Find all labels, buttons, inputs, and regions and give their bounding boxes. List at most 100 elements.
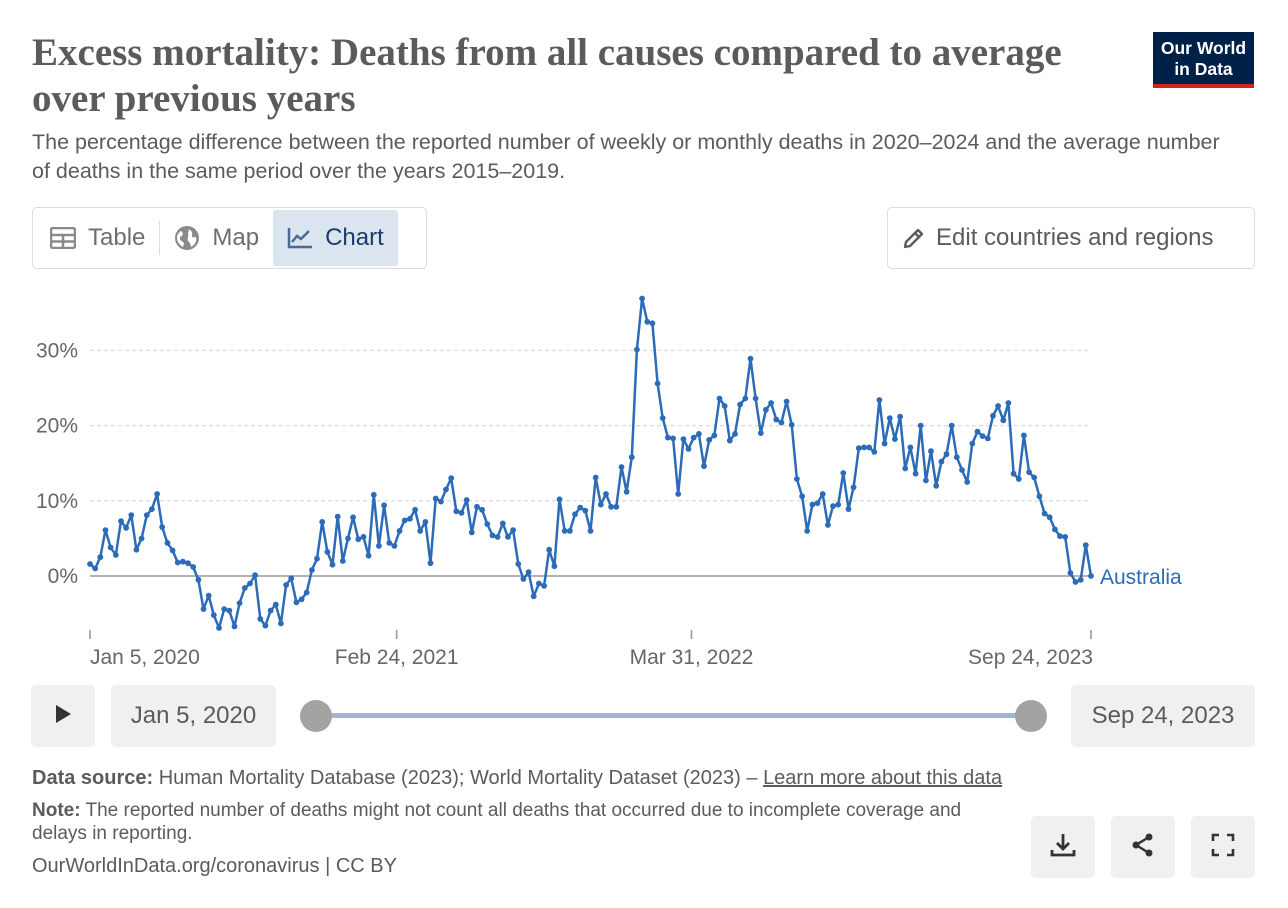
fullscreen-button[interactable] — [1191, 816, 1255, 878]
logo-line-2: in Data — [1174, 59, 1233, 79]
owid-logo[interactable]: Our World in Data — [1153, 32, 1254, 88]
data-point — [169, 547, 176, 554]
data-point — [1015, 476, 1022, 482]
data-point — [386, 540, 393, 546]
data-point — [546, 546, 553, 553]
data-point — [1067, 570, 1074, 576]
data-point — [174, 559, 181, 566]
data-point — [345, 535, 351, 542]
data-point — [948, 422, 955, 429]
data-point — [221, 606, 228, 612]
data-point — [881, 440, 888, 447]
data-point — [876, 397, 883, 403]
data-point — [164, 540, 171, 546]
download-button[interactable] — [1031, 816, 1095, 878]
timeline-start-handle[interactable] — [300, 700, 332, 732]
data-point — [582, 507, 589, 514]
data-point — [757, 430, 764, 436]
data-point — [479, 506, 485, 513]
timeline-start-date[interactable]: Jan 5, 2020 — [111, 685, 276, 747]
data-point — [639, 295, 645, 302]
view-tabs: Table Map Chart — [32, 207, 427, 269]
data-point — [561, 528, 568, 534]
data-point — [763, 406, 769, 413]
data-point — [1057, 533, 1063, 539]
download-icon — [1050, 832, 1076, 863]
data-point — [288, 575, 295, 582]
series-label-australia[interactable]: Australia — [1100, 566, 1182, 589]
data-point — [597, 501, 604, 508]
data-point — [840, 470, 847, 476]
data-point — [1026, 469, 1032, 476]
timeline-end-date[interactable]: Sep 24, 2023 — [1071, 685, 1255, 747]
chart-title: Excess mortality: Deaths from all causes… — [32, 31, 1062, 120]
data-point — [468, 529, 475, 536]
data-point — [768, 400, 774, 406]
play-button[interactable] — [31, 685, 95, 747]
data-point — [1046, 514, 1053, 521]
data-point — [556, 496, 563, 503]
edit-countries-button[interactable]: Edit countries and regions — [887, 207, 1255, 269]
y-tick-label: 20% — [36, 415, 78, 438]
data-point — [567, 528, 573, 534]
data-point — [933, 482, 940, 489]
data-point — [964, 479, 971, 485]
data-point — [438, 498, 444, 505]
tab-table[interactable]: Table — [36, 210, 159, 266]
data-point — [200, 606, 207, 612]
data-point — [845, 506, 852, 512]
data-point — [634, 346, 640, 353]
data-point — [773, 416, 780, 423]
timeline-end-handle[interactable] — [1015, 700, 1047, 732]
credit-line[interactable]: OurWorldInData.org/coronavirus | CC BY — [32, 855, 397, 877]
tab-chart[interactable]: Chart — [273, 210, 398, 266]
data-point — [484, 521, 491, 527]
data-point — [1041, 510, 1048, 517]
data-point — [241, 585, 248, 591]
data-point — [283, 582, 289, 588]
table-icon — [50, 227, 76, 249]
data-point — [577, 504, 584, 511]
data-point — [706, 437, 713, 443]
data-point — [1052, 526, 1058, 533]
data-point — [154, 491, 161, 497]
data-point — [412, 506, 418, 513]
data-point — [747, 355, 754, 362]
data-point — [149, 506, 155, 512]
data-point — [102, 527, 109, 533]
data-point — [886, 415, 893, 421]
pencil-icon — [902, 226, 926, 250]
data-point — [1088, 573, 1094, 579]
data-point — [143, 512, 150, 518]
timeline-slider-track[interactable] — [316, 713, 1030, 718]
data-point — [458, 509, 465, 516]
data-point — [794, 476, 800, 482]
data-point — [623, 488, 630, 495]
learn-more-link[interactable]: Learn more about this data — [763, 767, 1003, 789]
data-point — [628, 454, 635, 461]
data-point — [995, 403, 1001, 409]
data-point — [938, 458, 945, 465]
data-point — [603, 491, 609, 497]
data-point — [917, 422, 924, 429]
data-point — [314, 555, 320, 562]
tab-map-label: Map — [212, 224, 260, 251]
data-point — [608, 503, 614, 510]
data-point — [680, 436, 687, 442]
data-point — [463, 497, 470, 503]
data-point — [329, 561, 336, 568]
data-point — [298, 596, 305, 603]
data-point — [618, 464, 625, 470]
data-point — [737, 401, 743, 408]
data-point — [799, 493, 805, 500]
data-point — [866, 444, 872, 451]
data-point — [778, 419, 785, 426]
tab-map[interactable]: Map — [160, 210, 273, 266]
data-point — [726, 437, 733, 444]
data-point — [696, 431, 702, 437]
data-point — [210, 612, 217, 618]
data-point — [520, 576, 527, 582]
data-point — [1005, 400, 1012, 406]
share-button[interactable] — [1111, 816, 1175, 878]
data-point — [138, 535, 145, 542]
